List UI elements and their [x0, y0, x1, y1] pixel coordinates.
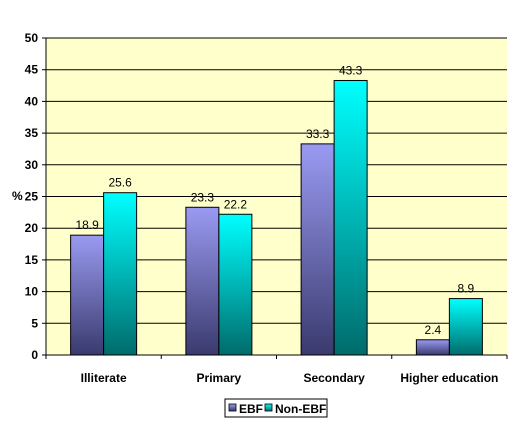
y-tick-label: 10 [25, 285, 39, 299]
bar-non-ebf [103, 192, 138, 356]
legend-label-non-ebf: Non-EBF [275, 402, 326, 416]
data-label-ebf: 33.3 [306, 127, 330, 141]
y-tick-label: 15 [25, 253, 39, 267]
bar-ebf [415, 339, 450, 356]
data-label-ebf: 23.3 [191, 190, 215, 204]
legend-label-ebf: EBF [239, 402, 263, 416]
y-tick-label: 50 [25, 31, 39, 45]
y-tick-label: 5 [31, 316, 38, 330]
x-category-label: Illiterate [81, 371, 127, 385]
data-label-ebf: 18.9 [75, 218, 99, 232]
legend: EBF Non-EBF [224, 398, 328, 418]
y-tick-label: 20 [25, 221, 39, 235]
bar-non-ebf [448, 298, 483, 356]
data-label-ebf: 2.4 [425, 323, 442, 337]
y-tick-label: 40 [25, 94, 39, 108]
legend-box [224, 398, 328, 418]
bar-ebf [300, 143, 335, 356]
y-axis-label: % [12, 189, 23, 203]
y-tick-label: 35 [25, 126, 39, 140]
y-tick-label: 45 [25, 63, 39, 77]
data-label-non-ebf: 43.3 [339, 63, 363, 77]
legend-swatch-ebf [228, 403, 237, 412]
x-category-label: Primary [197, 371, 242, 385]
x-category-label: Higher education [400, 371, 498, 385]
data-label-non-ebf: 25.6 [108, 176, 132, 190]
bar-non-ebf [333, 79, 368, 356]
bar-ebf [70, 234, 105, 356]
bar-non-ebf [218, 213, 253, 356]
data-label-non-ebf: 22.2 [224, 197, 248, 211]
legend-swatch-non-ebf [264, 403, 273, 412]
data-label-non-ebf: 8.9 [458, 282, 475, 296]
y-tick-label: 0 [31, 348, 38, 362]
bar-ebf [185, 206, 220, 356]
y-tick-label: 30 [25, 158, 39, 172]
y-tick-label: 25 [25, 190, 39, 204]
x-category-label: Secondary [303, 371, 365, 385]
